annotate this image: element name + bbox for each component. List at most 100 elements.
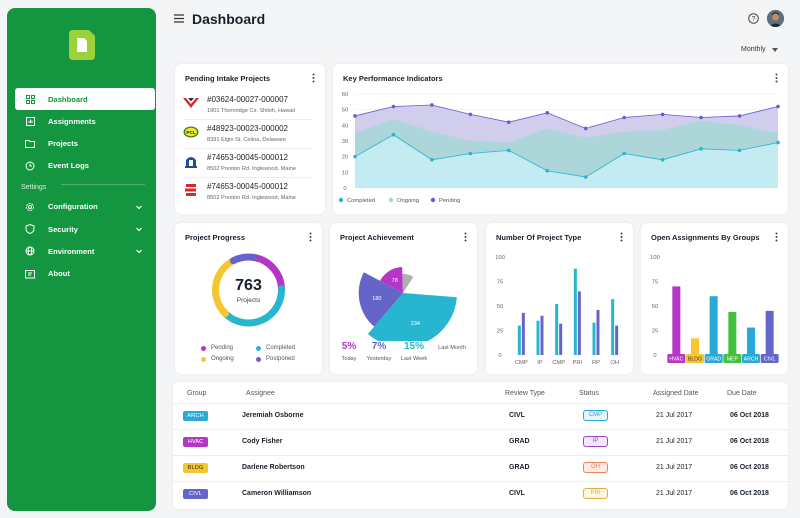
data-point [737,148,742,153]
list-item[interactable]: #74653-00045-000012 8502 Preston Rd. Ing… [183,179,313,207]
sidebar-item-label: Security [48,224,78,234]
x-tick-label: BLDG [688,357,702,363]
dome-logo-icon [185,157,197,168]
project-achievement-pie: 234 180 78 [358,267,457,341]
y-tick-label: 30 [342,139,348,145]
history-icon [25,161,35,171]
project-total-label: Projects [236,297,261,304]
chevron-down-icon[interactable] [135,247,143,255]
data-point [776,104,780,109]
sidebar-item-projects[interactable]: Projects [15,133,155,155]
hamburger-menu-icon[interactable] [174,14,184,23]
project-id: #74653-00045-000012 [207,153,288,162]
legend-dot [430,197,436,203]
y-tick-label: 10 [342,170,348,176]
bar [573,268,577,355]
x-tick-label: MEP [727,357,739,363]
data-point [699,115,703,120]
legend-dot [338,197,344,203]
project-address: 8502 Preston Rd. Inglewood, Maine [207,195,296,201]
pie-slice [380,267,403,293]
sidebar-item-label: Configuration [48,202,98,212]
x-tick-badge [667,354,686,363]
y-tick-label: 50 [652,304,658,310]
col-header-assignee[interactable]: Assignee [246,390,275,397]
stat-today: 5% Today [341,341,357,362]
stat-yesterday: 7% Yesterday [366,341,392,362]
sidebar-divider [61,183,145,185]
sidebar-item-environment[interactable]: Environment [15,240,155,262]
assigned-date: 21 Jul 2017 [656,490,693,497]
legend-label: Ongoing [397,198,419,204]
pie-value-label: 78 [392,278,398,284]
sidebar-item-label: Environment [48,246,95,256]
y-tick-label: 20 [342,155,348,161]
data-point [583,126,588,131]
data-point [737,114,742,118]
col-header-review-type[interactable]: Review Type [505,390,545,397]
avatar[interactable] [767,10,784,27]
area-completed [355,134,778,188]
chevron-down-icon[interactable] [135,225,143,233]
sidebar-item-security[interactable]: Security [15,218,155,240]
kebab-menu-icon[interactable] [309,232,312,242]
list-item[interactable]: #74653-00045-000012 8502 Preston Rd. Ing… [183,150,313,178]
kebab-menu-icon[interactable] [312,73,315,83]
help-icon[interactable]: ? [748,13,759,24]
kebab-menu-icon[interactable] [464,232,467,242]
project-id: #48923-00023-000002 [207,124,288,133]
red-chevron-logo-icon [183,98,199,108]
project-address: 8502 Preston Rd. Inglewood, Maine [207,166,296,172]
stat-last-month: Last Month [438,345,466,351]
legend-dot [388,197,394,203]
list-item[interactable]: #03624-00027-000007 1901 Thornridge Cir.… [183,92,313,120]
table-row[interactable]: BLDG Darlene Robertson GRAD OH 21 Jul 2017 06… [173,455,788,481]
bar [555,304,559,355]
list-item[interactable]: PCL #48923-00023-000002 8391 Elgin St. C… [183,121,313,149]
data-point [353,154,357,159]
x-tick-label: CMP [515,360,528,366]
sidebar-item-label: Dashboard [48,94,88,104]
project-progress-card: Project Progress 763 Projects Pending Co… [175,223,322,374]
x-tick-label: IP [537,360,543,366]
sidebar-item-label: Projects [48,139,78,149]
legend-label: Pending [439,198,460,204]
y-tick-label: 100 [495,255,505,261]
group-badge: HVAC [183,437,208,447]
project-progress-donut [212,253,285,327]
pie-value-label: 234 [411,321,420,327]
sidebar-item-configuration[interactable]: Configuration [15,196,155,218]
bar [592,322,596,355]
bar [615,325,619,355]
col-header-status[interactable]: Status [579,390,599,397]
card-title: Project Progress [185,233,246,242]
x-tick-badge [704,354,723,363]
sidebar-item-about[interactable]: About [15,263,155,285]
kebab-menu-icon[interactable] [775,232,778,242]
open-assignments-bar-chart: 0 25 50 75 100 HVAC BLDG GRAD MEP ARCH CIVL [650,255,779,363]
bar [540,315,544,355]
assigned-date: 21 Jul 2017 [656,438,693,445]
sidebar-item-event-logs[interactable]: Event Logs [15,155,155,177]
sidebar-item-assignments[interactable]: Assignments [15,110,155,132]
pie-value-label: 180 [372,296,381,302]
x-tick-badge [686,354,704,363]
kebab-menu-icon[interactable] [620,232,623,242]
chevron-down-icon[interactable] [135,203,143,211]
period-select[interactable]: Monthly [741,46,766,53]
table-row[interactable]: ARCH Jeremiah Osborne CIVL CMP 21 Jul 2017 06… [173,403,788,429]
project-address: 8391 Elgin St. Celina, Delaware [207,137,286,143]
col-header-group[interactable]: Group [187,390,207,397]
chart-icon [25,116,35,126]
review-type: GRAD [509,464,530,471]
kebab-menu-icon[interactable] [775,73,778,83]
table-row[interactable]: HVAC Cody Fisher GRAD IP 21 Jul 2017 06 Oct 2… [173,429,788,455]
pending-intake-card: Pending Intake Projects #03624-00027-000… [175,64,325,214]
table-row[interactable]: CIVL Cameron Williamson CIVL PRI 21 Jul 2017… [173,481,788,507]
col-header-assigned-date[interactable]: Assigned Date [653,390,699,397]
sidebar-item-dashboard[interactable]: Dashboard [15,88,155,110]
donut-slice-completed [221,285,285,327]
col-header-due-date[interactable]: Due Date [727,390,757,397]
project-id: #74653-00045-000012 [207,182,288,191]
caret-down-icon[interactable] [772,48,778,52]
